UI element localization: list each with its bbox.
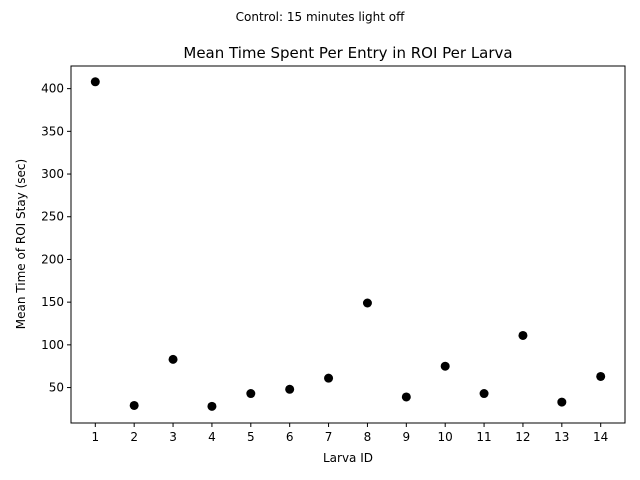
x-tick-label: 14 — [593, 430, 608, 444]
x-tick-label: 8 — [364, 430, 372, 444]
x-tick-label: 4 — [208, 430, 216, 444]
data-point — [557, 397, 567, 407]
x-axis: 1 2 3 4 5 6 7 8 9 10 11 12 13 14 — [91, 423, 608, 444]
data-point — [90, 77, 100, 87]
data-point — [207, 401, 217, 411]
x-tick-label: 1 — [91, 430, 99, 444]
y-tick-label: 250 — [41, 210, 64, 224]
data-point — [168, 354, 178, 364]
data-point — [129, 400, 139, 410]
y-tick-label: 300 — [41, 167, 64, 181]
chart-suptitle: Control: 15 minutes light off — [236, 10, 405, 24]
y-axis-label: Mean Time of ROI Stay (sec) — [14, 159, 28, 329]
x-tick-label: 3 — [169, 430, 177, 444]
y-axis: 50 100 150 200 250 300 350 400 — [41, 82, 71, 395]
x-tick-label: 12 — [515, 430, 530, 444]
x-tick-label: 13 — [554, 430, 569, 444]
x-tick-label: 9 — [402, 430, 410, 444]
x-tick-label: 5 — [247, 430, 255, 444]
y-tick-label: 200 — [41, 252, 64, 266]
y-tick-label: 100 — [41, 338, 64, 352]
y-tick-label: 50 — [49, 381, 64, 395]
data-point — [362, 298, 372, 308]
data-points — [90, 77, 606, 411]
y-tick-label: 150 — [41, 295, 64, 309]
x-tick-label: 11 — [476, 430, 491, 444]
x-tick-label: 7 — [325, 430, 333, 444]
plot-area-frame — [70, 65, 626, 424]
data-point — [324, 373, 334, 383]
data-point — [479, 389, 489, 399]
x-tick-label: 10 — [438, 430, 453, 444]
data-point — [246, 389, 256, 399]
x-tick-label: 6 — [286, 430, 294, 444]
data-point — [596, 371, 606, 381]
data-point — [401, 392, 411, 402]
data-point — [285, 384, 295, 394]
x-axis-label: Larva ID — [323, 451, 373, 465]
data-point — [440, 361, 450, 371]
chart-title: Mean Time Spent Per Entry in ROI Per Lar… — [183, 44, 512, 62]
y-tick-label: 400 — [41, 82, 64, 96]
y-tick-label: 350 — [41, 124, 64, 138]
data-point — [518, 330, 528, 340]
x-tick-label: 2 — [130, 430, 138, 444]
